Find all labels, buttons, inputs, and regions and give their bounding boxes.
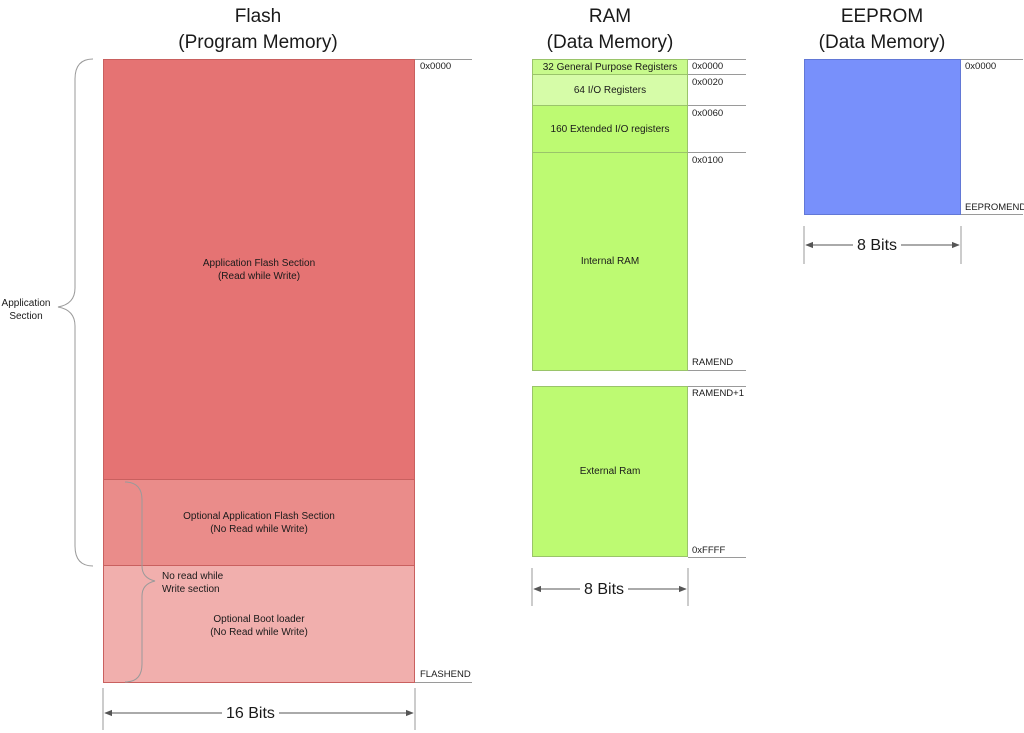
nrww-section-label: No read while Write section: [162, 570, 223, 596]
application-section-label-line2: Section: [9, 311, 43, 322]
eeprom-addr-start-line: [961, 59, 1023, 60]
ram-addr-0xffff: 0xFFFF: [692, 545, 726, 556]
ram-io-label: 64 I/O Registers: [573, 84, 647, 96]
ram-internal-ram: Internal RAM: [532, 152, 688, 371]
eeprom-block: [804, 59, 961, 215]
flash-addr-end: FLASHEND: [420, 669, 471, 680]
ram-gpr-label: 32 General Purpose Registers: [542, 61, 678, 73]
eeprom-title-line2: (Data Memory): [818, 32, 946, 53]
ram-addr-line-2: [688, 105, 746, 106]
nrww-section-label-line2: Write section: [162, 584, 220, 595]
nrww-section-brace: [124, 481, 156, 683]
flash-boot-label-line1: Optional Boot loader: [213, 614, 305, 625]
ram-title-line2: (Data Memory): [546, 32, 674, 53]
ram-title-line1: RAM: [588, 6, 632, 27]
flash-title: Flash (Program Memory): [158, 4, 358, 56]
application-section-label-line1: Application: [1, 298, 51, 309]
flash-opt-label-line1: Optional Application Flash Section: [183, 510, 335, 522]
flash-app-label-line1: Application Flash Section: [202, 257, 316, 269]
flash-title-line2: (Program Memory): [178, 32, 338, 53]
flash-opt-label-line2: (No Read while Write): [210, 523, 308, 535]
ram-addr-ramend-plus-1: RAMEND+1: [692, 388, 744, 399]
eeprom-addr-end: EEPROMEND: [965, 202, 1024, 213]
ram-external-label: External Ram: [579, 466, 641, 477]
flash-title-line1: Flash: [234, 6, 282, 27]
ram-addr-ramend: RAMEND: [692, 357, 734, 368]
ram-addr-line-3: [688, 152, 746, 153]
flash-boot-loader-section: Optional Boot loader (No Read while Writ…: [103, 565, 415, 683]
ram-internal-label: Internal RAM: [580, 256, 640, 267]
ram-title: RAM (Data Memory): [510, 4, 710, 56]
ram-addr-0x0060: 0x0060: [692, 108, 724, 119]
ram-addr-0x0020: 0x0020: [692, 77, 724, 88]
application-section-brace: [57, 58, 94, 567]
application-section-label: Application Section: [0, 297, 52, 323]
flash-app-label-line2: (Read while Write): [217, 270, 301, 282]
ram-addr-line-0: [688, 59, 746, 60]
ram-extended-io-registers: 160 Extended I/O registers: [532, 105, 688, 153]
ram-width-label: 8 Bits: [580, 581, 629, 599]
ram-ext-io-label: 160 Extended I/O registers: [550, 123, 670, 135]
ram-addr-0x0100: 0x0100: [692, 155, 724, 166]
eeprom-width-label: 8 Bits: [853, 237, 902, 255]
flash-addr-start: 0x0000: [420, 61, 452, 72]
ram-addr-line-4: [688, 370, 746, 371]
eeprom-title-line1: EEPROM: [840, 6, 924, 27]
flash-addr-start-line: [415, 59, 472, 60]
ram-addr-line-5: [688, 386, 746, 387]
ram-io-registers: 64 I/O Registers: [532, 74, 688, 106]
eeprom-addr-start: 0x0000: [965, 61, 997, 72]
flash-addr-end-line: [415, 682, 472, 683]
ram-addr-0x0000: 0x0000: [692, 61, 724, 72]
flash-optional-application-section: Optional Application Flash Section (No R…: [103, 479, 415, 566]
ram-addr-line-6: [688, 557, 746, 558]
flash-boot-label-line2: (No Read while Write): [210, 627, 308, 638]
eeprom-title: EEPROM (Data Memory): [782, 4, 982, 56]
ram-external-ram: External Ram: [532, 386, 688, 557]
ram-addr-line-1: [688, 74, 746, 75]
eeprom-addr-end-line: [961, 214, 1023, 215]
flash-width-label: 16 Bits: [222, 705, 279, 723]
nrww-section-label-line1: No read while: [162, 571, 224, 582]
